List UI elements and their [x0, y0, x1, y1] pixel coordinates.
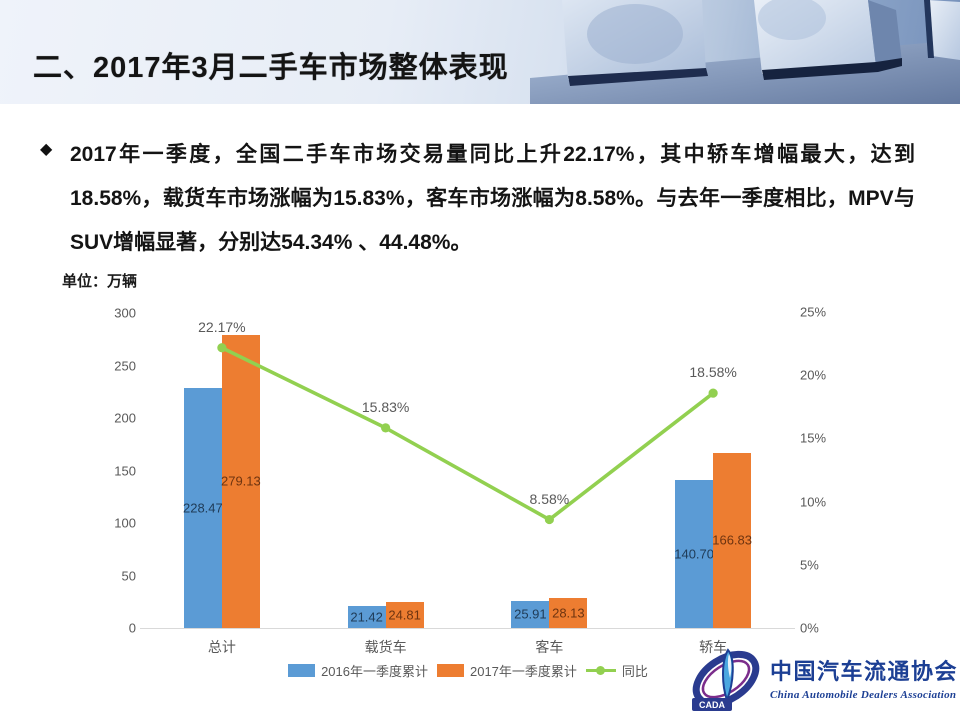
legend-label: 2016年一季度累计 — [321, 664, 428, 679]
x-axis-line — [140, 628, 795, 629]
cada-logo: CADA 中国汽车流通协会 China Automobile Dealers A… — [688, 648, 959, 714]
bar-series1 — [511, 600, 550, 628]
bar-series1 — [675, 480, 714, 628]
bar-series1 — [347, 605, 386, 628]
line-value-label: 18.58% — [689, 364, 737, 381]
bar-value-label: 140.70 — [674, 546, 715, 562]
legend-item: 同比 — [585, 661, 648, 680]
left-axis-tick: 150 — [114, 463, 136, 478]
legend-swatch-icon — [288, 664, 316, 677]
logo-name-chinese: 中国汽车流通协会 — [770, 659, 959, 684]
page-title: 二、2017年3月二手车市场整体表现 — [33, 52, 509, 84]
category-label: 载货车 — [364, 639, 407, 655]
line-marker — [217, 343, 227, 353]
right-axis-tick: 20% — [800, 367, 827, 383]
bar-series2 — [549, 598, 588, 628]
line-value-label: 15.83% — [361, 398, 410, 415]
left-axis-tick: 50 — [121, 568, 136, 583]
legend-label: 同比 — [621, 664, 648, 679]
left-axis-tick: 200 — [114, 410, 136, 426]
line-path — [221, 346, 715, 522]
right-axis-tick: 15% — [800, 430, 827, 446]
bar-series1 — [183, 388, 222, 628]
bar-value-label: 28.13 — [552, 605, 585, 621]
right-axis-tick: 10% — [800, 494, 827, 510]
category-label: 客车 — [535, 639, 564, 655]
left-axis-tick: 100 — [114, 515, 136, 531]
chart-units-label: 单位：万辆 — [62, 273, 138, 290]
cada-logo-icon: CADA — [692, 648, 760, 711]
summary-bullet: ◆ 2017年一季度，全国二手车市场交易量同比上升22.17%，其中轿车增幅最大… — [40, 133, 920, 265]
bar-value-label: 166.83 — [712, 532, 753, 548]
line-marker — [708, 388, 718, 398]
bar-series2 — [221, 334, 260, 628]
summary-text: 2017年一季度，全国二手车市场交易量同比上升22.17%，其中轿车增幅最大，达… — [70, 143, 915, 254]
legend-label: 2017年一季度累计 — [469, 664, 577, 679]
logo-name-english: China Automobile Dealers Association — [770, 689, 957, 701]
left-axis-tick: 250 — [114, 358, 136, 373]
bar-value-label: 25.91 — [514, 606, 547, 622]
cubes-graphic — [530, 0, 960, 104]
legend-item: 2016年一季度累计 — [288, 661, 428, 680]
bar-value-label: 21.42 — [350, 609, 383, 625]
line-value-label: 8.58% — [529, 490, 570, 507]
bar-value-label: 228.47 — [182, 500, 223, 516]
bar-value-label: 279.13 — [220, 473, 261, 489]
bar-series2 — [385, 601, 424, 628]
diamond-bullet-icon: ◆ — [40, 141, 53, 158]
cada-acronym: CADA — [699, 700, 725, 710]
left-axis-tick: 300 — [114, 305, 136, 321]
header-banner: 二、2017年3月二手车市场整体表现 — [0, 0, 960, 104]
bar-value-label: 24.81 — [388, 607, 421, 623]
left-axis-tick: 0 — [128, 620, 136, 636]
legend-item: 2017年一季度累计 — [436, 661, 577, 680]
bar-series2 — [713, 452, 752, 628]
legend-line-marker-icon — [585, 664, 616, 677]
category-label: 总计 — [207, 639, 236, 655]
right-axis-tick: 0% — [800, 620, 819, 636]
line-marker — [544, 514, 554, 525]
chart-legend: 2016年一季度累计 2017年一季度累计 同比 — [140, 661, 796, 680]
line-marker — [381, 423, 391, 433]
right-axis-tick: 5% — [800, 557, 819, 573]
line-value-label: 22.17% — [198, 318, 246, 335]
right-axis-tick: 25% — [800, 304, 827, 320]
legend-swatch-icon — [436, 664, 464, 677]
